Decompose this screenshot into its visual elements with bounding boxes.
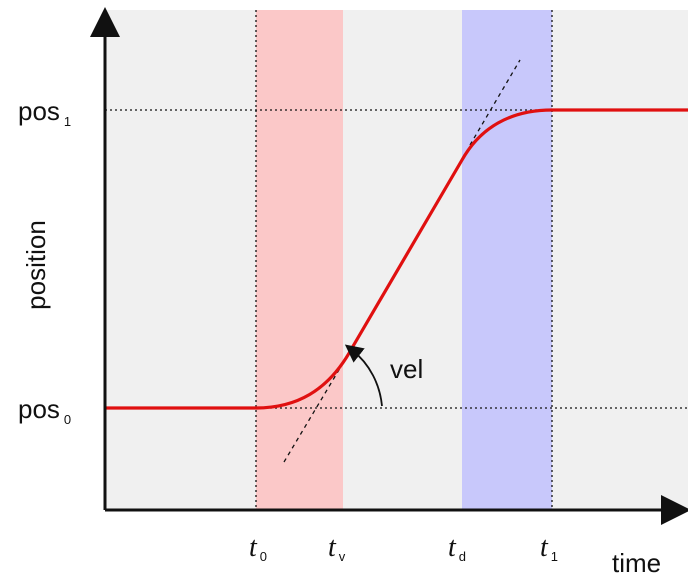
plot-background: [105, 10, 688, 510]
x-axis-label: time: [612, 548, 661, 578]
acceleration-band: [256, 10, 343, 510]
pos1-label: pos 1: [18, 96, 71, 129]
y-axis-label: position: [21, 220, 51, 310]
tangent-line-start: [283, 347, 353, 463]
pos0-label: pos 0: [18, 394, 71, 427]
tangent-line-end: [469, 59, 521, 146]
velocity-angle-arc: [344, 344, 383, 407]
deceleration-band: [462, 10, 552, 510]
velocity-label: vel: [390, 354, 423, 384]
